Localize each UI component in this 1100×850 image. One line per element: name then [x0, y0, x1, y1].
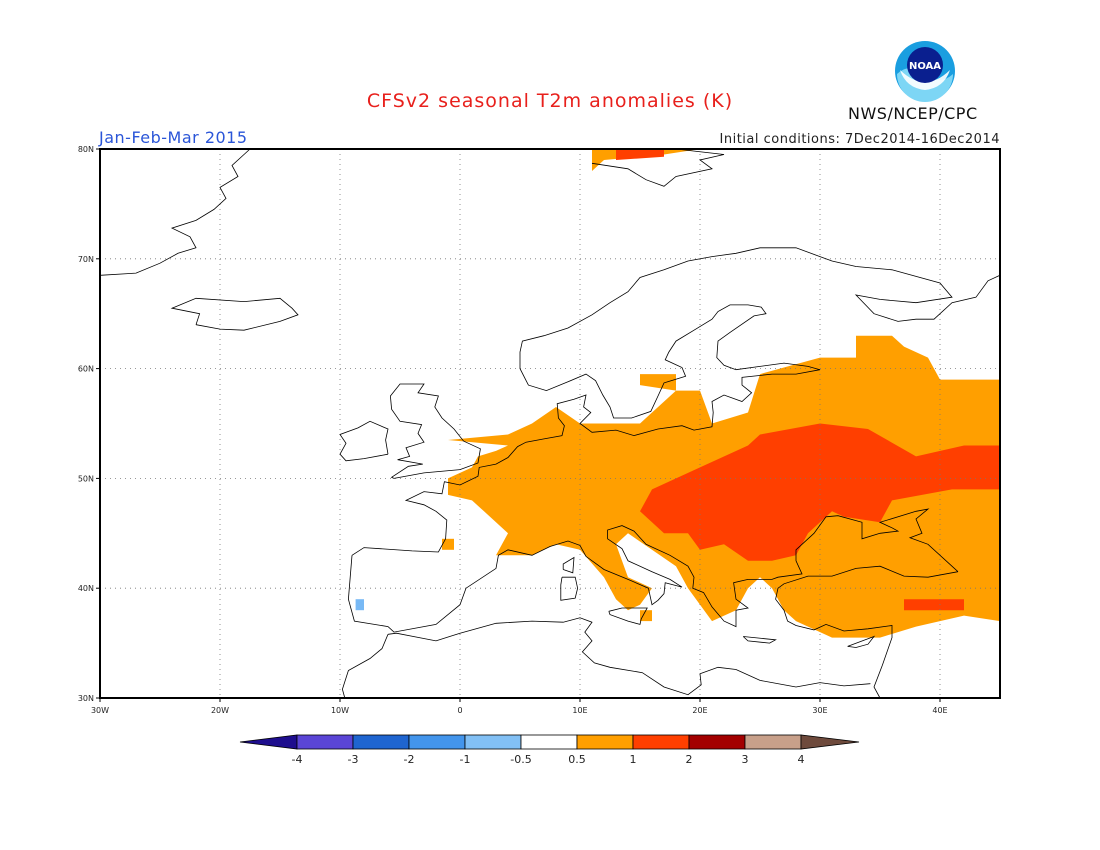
coastline [387, 617, 871, 696]
map-frame [99, 148, 1001, 699]
noaa-logo-text: NOAA [909, 61, 941, 72]
colorbar-label: 4 [798, 753, 805, 766]
lon-tick-label: 30W [91, 706, 109, 715]
colorbar-label: 2 [686, 753, 693, 766]
colorbar-segment [688, 734, 746, 750]
coastline [389, 383, 481, 479]
coastline [341, 634, 389, 699]
coastline [99, 148, 251, 276]
colorbar-label: -3 [348, 753, 359, 766]
agency-label: NWS/NCEP/CPC [848, 104, 978, 123]
noaa-logo: NOAA [895, 41, 955, 102]
colorbar-segment [408, 734, 466, 750]
colorbar-segment [744, 734, 802, 750]
coastlines [99, 148, 1001, 699]
coastline [591, 148, 725, 187]
coastline [562, 556, 575, 574]
lat-tick-label: 40N [78, 584, 94, 593]
anomaly-region [616, 149, 664, 160]
coastline [351, 369, 821, 556]
coastline [170, 297, 299, 331]
colorbar-min-arrow [239, 734, 298, 750]
coastline [339, 420, 389, 462]
colorbar-segment [520, 734, 578, 750]
colorbar: -4 -3 -2 -1 -0.5 0.5 1 2 3 4 [239, 734, 860, 766]
colorbar-label: -4 [292, 753, 303, 766]
colorbar-label: -0.5 [510, 753, 531, 766]
lat-tick-label: 70N [78, 255, 94, 264]
colorbar-label: 3 [742, 753, 749, 766]
lon-tick-label: 10W [331, 706, 349, 715]
anomaly-region [640, 610, 652, 622]
coastline [847, 635, 876, 648]
anomaly-region [904, 599, 964, 611]
coastline [560, 576, 579, 601]
anomaly-fill-layer [355, 149, 1000, 638]
anomaly-region [640, 423, 1000, 561]
colorbar-segment [632, 734, 690, 750]
colorbar-segment [464, 734, 522, 750]
colorbar-label: -1 [460, 753, 471, 766]
lon-tick-label: 30E [812, 706, 827, 715]
anomaly-region [355, 599, 364, 611]
colorbar-label: -2 [404, 753, 415, 766]
initial-conditions: Initial conditions: 7Dec2014-16Dec2014 [719, 132, 1000, 147]
colorbar-segment [352, 734, 410, 750]
coastline [347, 508, 959, 633]
lat-tick-label: 50N [78, 474, 94, 483]
coastline [775, 565, 959, 699]
anomaly-region [442, 538, 454, 550]
lon-tick-label: 20E [692, 706, 707, 715]
lat-tick-label: 60N [78, 365, 94, 374]
lat-tick-label: 80N [78, 145, 94, 154]
colorbar-label: 1 [630, 753, 637, 766]
coastline [608, 607, 648, 625]
lon-tick-label: 20W [211, 706, 229, 715]
map-gridlines [100, 149, 1000, 698]
lon-tick-label: 0 [457, 706, 462, 715]
colorbar-segment [576, 734, 634, 750]
lat-tick-label: 30N [78, 694, 94, 703]
colorbar-label: 0.5 [568, 753, 586, 766]
coastline [742, 636, 777, 644]
chart-title: CFSv2 seasonal T2m anomalies (K) [366, 90, 734, 112]
axis-ticks: 30W 20W 10W 0 10E 20E 30E 40E 30N 40N 50N 60N 70N 80N [78, 145, 948, 715]
lon-tick-label: 40E [932, 706, 947, 715]
anomaly-region [640, 374, 676, 391]
colorbar-max-arrow [800, 734, 860, 750]
coastline [519, 247, 1001, 419]
forecast-period: Jan-Feb-Mar 2015 [99, 128, 248, 147]
colorbar-segment [296, 734, 354, 750]
lon-tick-label: 10E [572, 706, 587, 715]
